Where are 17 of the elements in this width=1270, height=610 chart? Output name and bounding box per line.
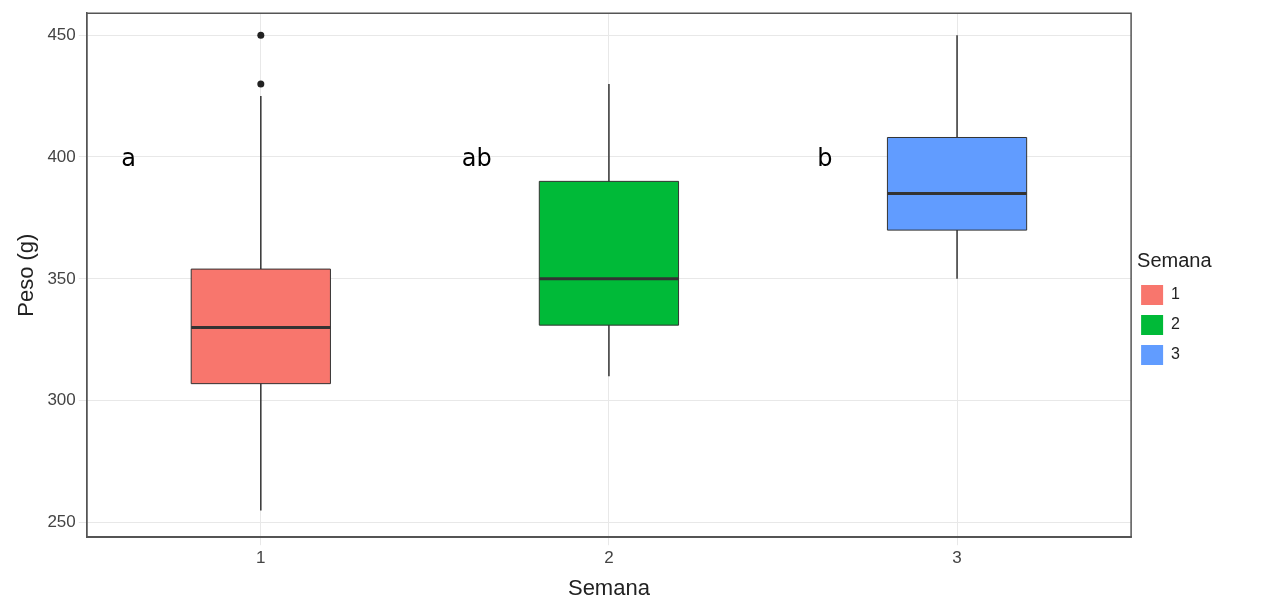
y-tick-label: 250	[47, 512, 76, 532]
annotation: b	[817, 144, 833, 173]
annotation: ab	[461, 144, 492, 173]
x-tick-label: 1	[256, 548, 266, 568]
y-tick-label: 350	[47, 268, 76, 288]
x-axis-title: Semana	[567, 574, 651, 600]
annotation: a	[121, 144, 136, 173]
x-tick-label: 3	[952, 548, 962, 568]
legend-label: 2	[1171, 315, 1181, 333]
y-tick-label: 300	[47, 390, 76, 410]
y-tick-label: 450	[47, 24, 76, 44]
legend-label: 3	[1171, 345, 1181, 363]
x-tick-label: 2	[604, 548, 614, 568]
y-tick-label: 400	[47, 146, 76, 166]
legend-label: 1	[1171, 285, 1181, 303]
y-axis-title: Peso (g)	[13, 233, 39, 317]
legend-title: Semana	[1137, 248, 1213, 271]
